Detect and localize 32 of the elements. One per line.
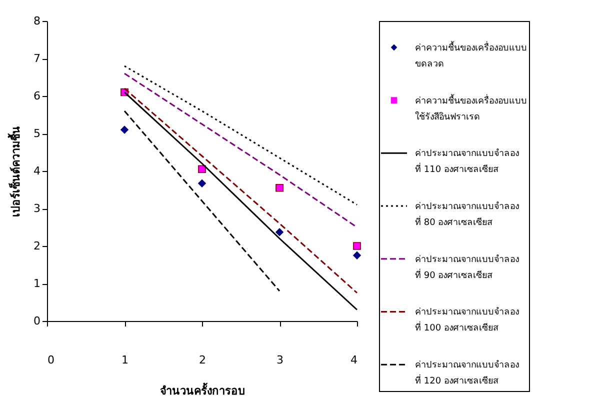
legend-label: ค่าความชื้นของเครื่องอบแบบใช้รังสีอินฟราเรด [415, 93, 527, 122]
y-tick-label: 5 [34, 127, 40, 140]
y-axis-title: เปอร์เซ็นต์ความชื้น [8, 126, 22, 217]
x-axis-title: จำนวนครั้งการอบ [160, 382, 245, 398]
legend-label: ค่าประมาณจากแบบจำลอง ที่ 120 องศาเซลเซียส [415, 360, 519, 387]
x-tick-label: 3 [276, 354, 284, 366]
point [276, 228, 284, 236]
point [120, 126, 128, 134]
x-tick-label: 1 [122, 354, 128, 366]
x-tick-label: 4 [350, 354, 358, 366]
point [198, 179, 206, 188]
legend-label: ค่าประมาณจากแบบจำลอง ที่ 80 องศาเซลเซียส [415, 201, 519, 228]
point [353, 242, 361, 250]
point [198, 165, 206, 174]
legend-label: ค่าความชื้นของเครื่องอบแบบขดลวด [415, 40, 527, 70]
legend-label: ค่าประมาณจากแบบจำลอง ที่ 90 องศาเซลเซียส [415, 254, 519, 281]
y-tick-label: 6 [34, 90, 40, 102]
y-tick-label: 7 [34, 52, 40, 65]
legend-label: ค่าประมาณจากแบบจำลอง ที่ 110 องศาเซลเซียส [415, 148, 519, 176]
point [276, 184, 284, 192]
point [353, 251, 361, 260]
y-tick-label: 8 [34, 14, 40, 28]
y-tick-label: 4 [34, 164, 40, 178]
line-series [124, 65, 358, 206]
y-tick-label: 2 [34, 240, 40, 252]
x-tick-label: 2 [199, 354, 206, 366]
line-series [124, 72, 358, 228]
x-tick-label: 0 [48, 354, 54, 366]
y-tick-label: 1 [34, 277, 40, 290]
y-tick-label: 0 [34, 314, 40, 328]
legend-label: ค่าประมาณจากแบบจำลอง ที่ 100 องศาเซลเซียส [415, 306, 519, 334]
y-tick-label: 3 [34, 202, 40, 215]
